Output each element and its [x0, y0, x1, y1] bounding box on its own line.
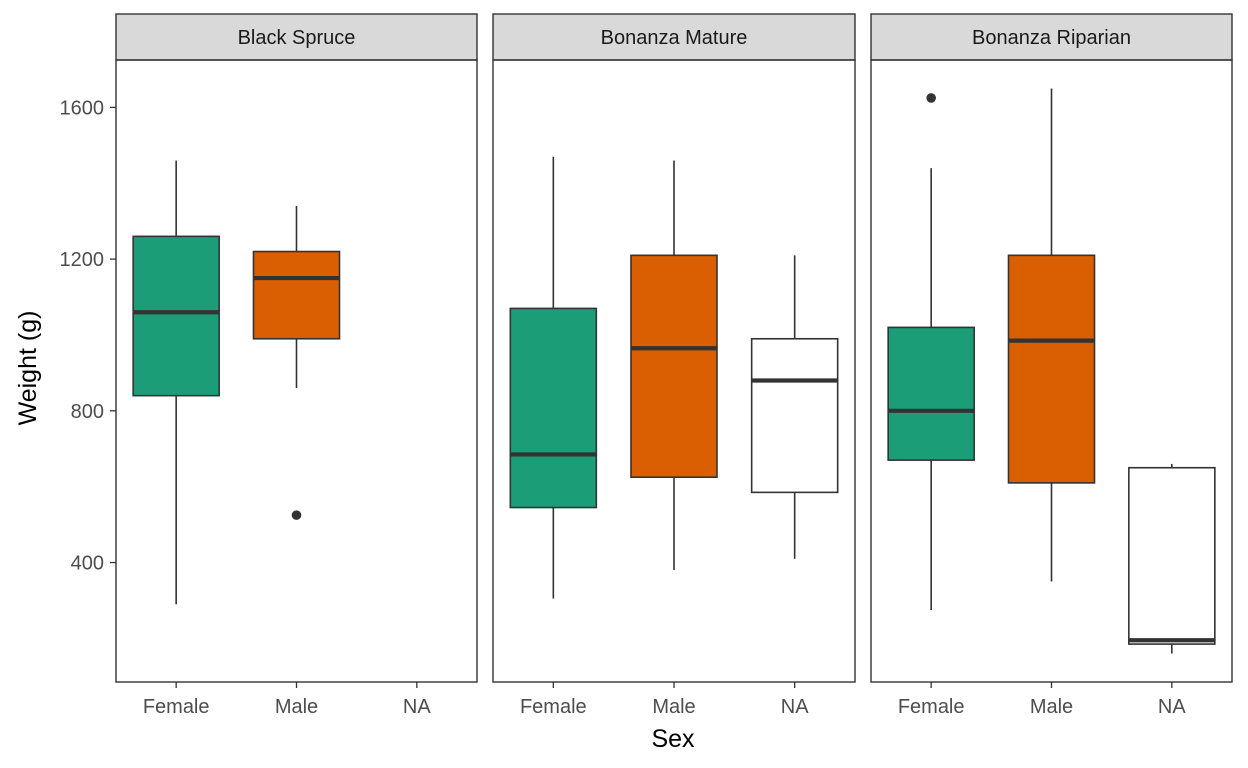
x-tick-label-black-spruce-male: Male	[275, 696, 318, 718]
box-iqr-bonanza-riparian-female	[887, 326, 975, 461]
strip-black-spruce	[115, 13, 478, 61]
x-tick-label-black-spruce-na: NA	[403, 696, 431, 718]
outlier-point-black-spruce-male-0	[291, 510, 302, 520]
box-bonanza-riparian-na	[1128, 463, 1216, 654]
x-tick-label-bonanza-riparian-na: NA	[1158, 696, 1186, 718]
x-tick-label-bonanza-mature-na: NA	[781, 696, 809, 718]
y-tick-label-400: 400	[71, 553, 104, 575]
x-tick-label-bonanza-mature-female: Female	[520, 696, 587, 718]
outlier-point-bonanza-riparian-female-0	[926, 93, 936, 103]
box-bonanza-mature-male	[630, 160, 718, 571]
x-axis-title: Sex	[651, 725, 695, 753]
x-tick-label-black-spruce-female: Female	[143, 696, 210, 718]
y-tick-label-800: 800	[71, 401, 104, 423]
box-black-spruce-male	[252, 206, 341, 520]
strip-label-bonanza-mature: Bonanza Mature	[601, 27, 748, 49]
y-tick-label-1600: 1600	[60, 97, 105, 119]
box-iqr-black-spruce-female	[132, 235, 220, 397]
box-iqr-black-spruce-male	[252, 250, 341, 340]
x-tick-label-bonanza-riparian-male: Male	[1030, 696, 1073, 718]
axes-layer: Female Male NA Female Male NA Female Male NA 400 8…	[60, 97, 1187, 718]
box-bonanza-riparian-female	[887, 93, 975, 610]
x-tick-label-bonanza-mature-male: Male	[652, 696, 695, 718]
box-bonanza-riparian-male	[1007, 88, 1096, 582]
box-bonanza-mature-female	[509, 156, 598, 599]
panel-frames: Black Spruce Bonanza Mature Bonanza Ripari…	[115, 13, 1233, 683]
box-iqr-bonanza-mature-male	[630, 254, 718, 478]
strip-bonanza-riparian	[870, 13, 1233, 61]
box-iqr-bonanza-mature-female	[509, 307, 598, 509]
y-tick-label-1200: 1200	[60, 249, 105, 271]
box-iqr-bonanza-mature-na	[750, 337, 839, 494]
y-axis-title: Weight (g)	[14, 311, 42, 426]
boxplot-layer	[132, 88, 1216, 654]
x-tick-label-bonanza-riparian-female: Female	[898, 696, 965, 718]
box-black-spruce-female	[132, 160, 220, 605]
strip-label-black-spruce: Black Spruce	[238, 27, 356, 49]
box-iqr-bonanza-riparian-male	[1007, 254, 1096, 484]
strip-label-bonanza-riparian: Bonanza Riparian	[972, 27, 1131, 49]
strip-bonanza-mature	[492, 13, 856, 61]
box-bonanza-mature-na	[750, 255, 839, 559]
box-iqr-bonanza-riparian-na	[1128, 466, 1216, 645]
